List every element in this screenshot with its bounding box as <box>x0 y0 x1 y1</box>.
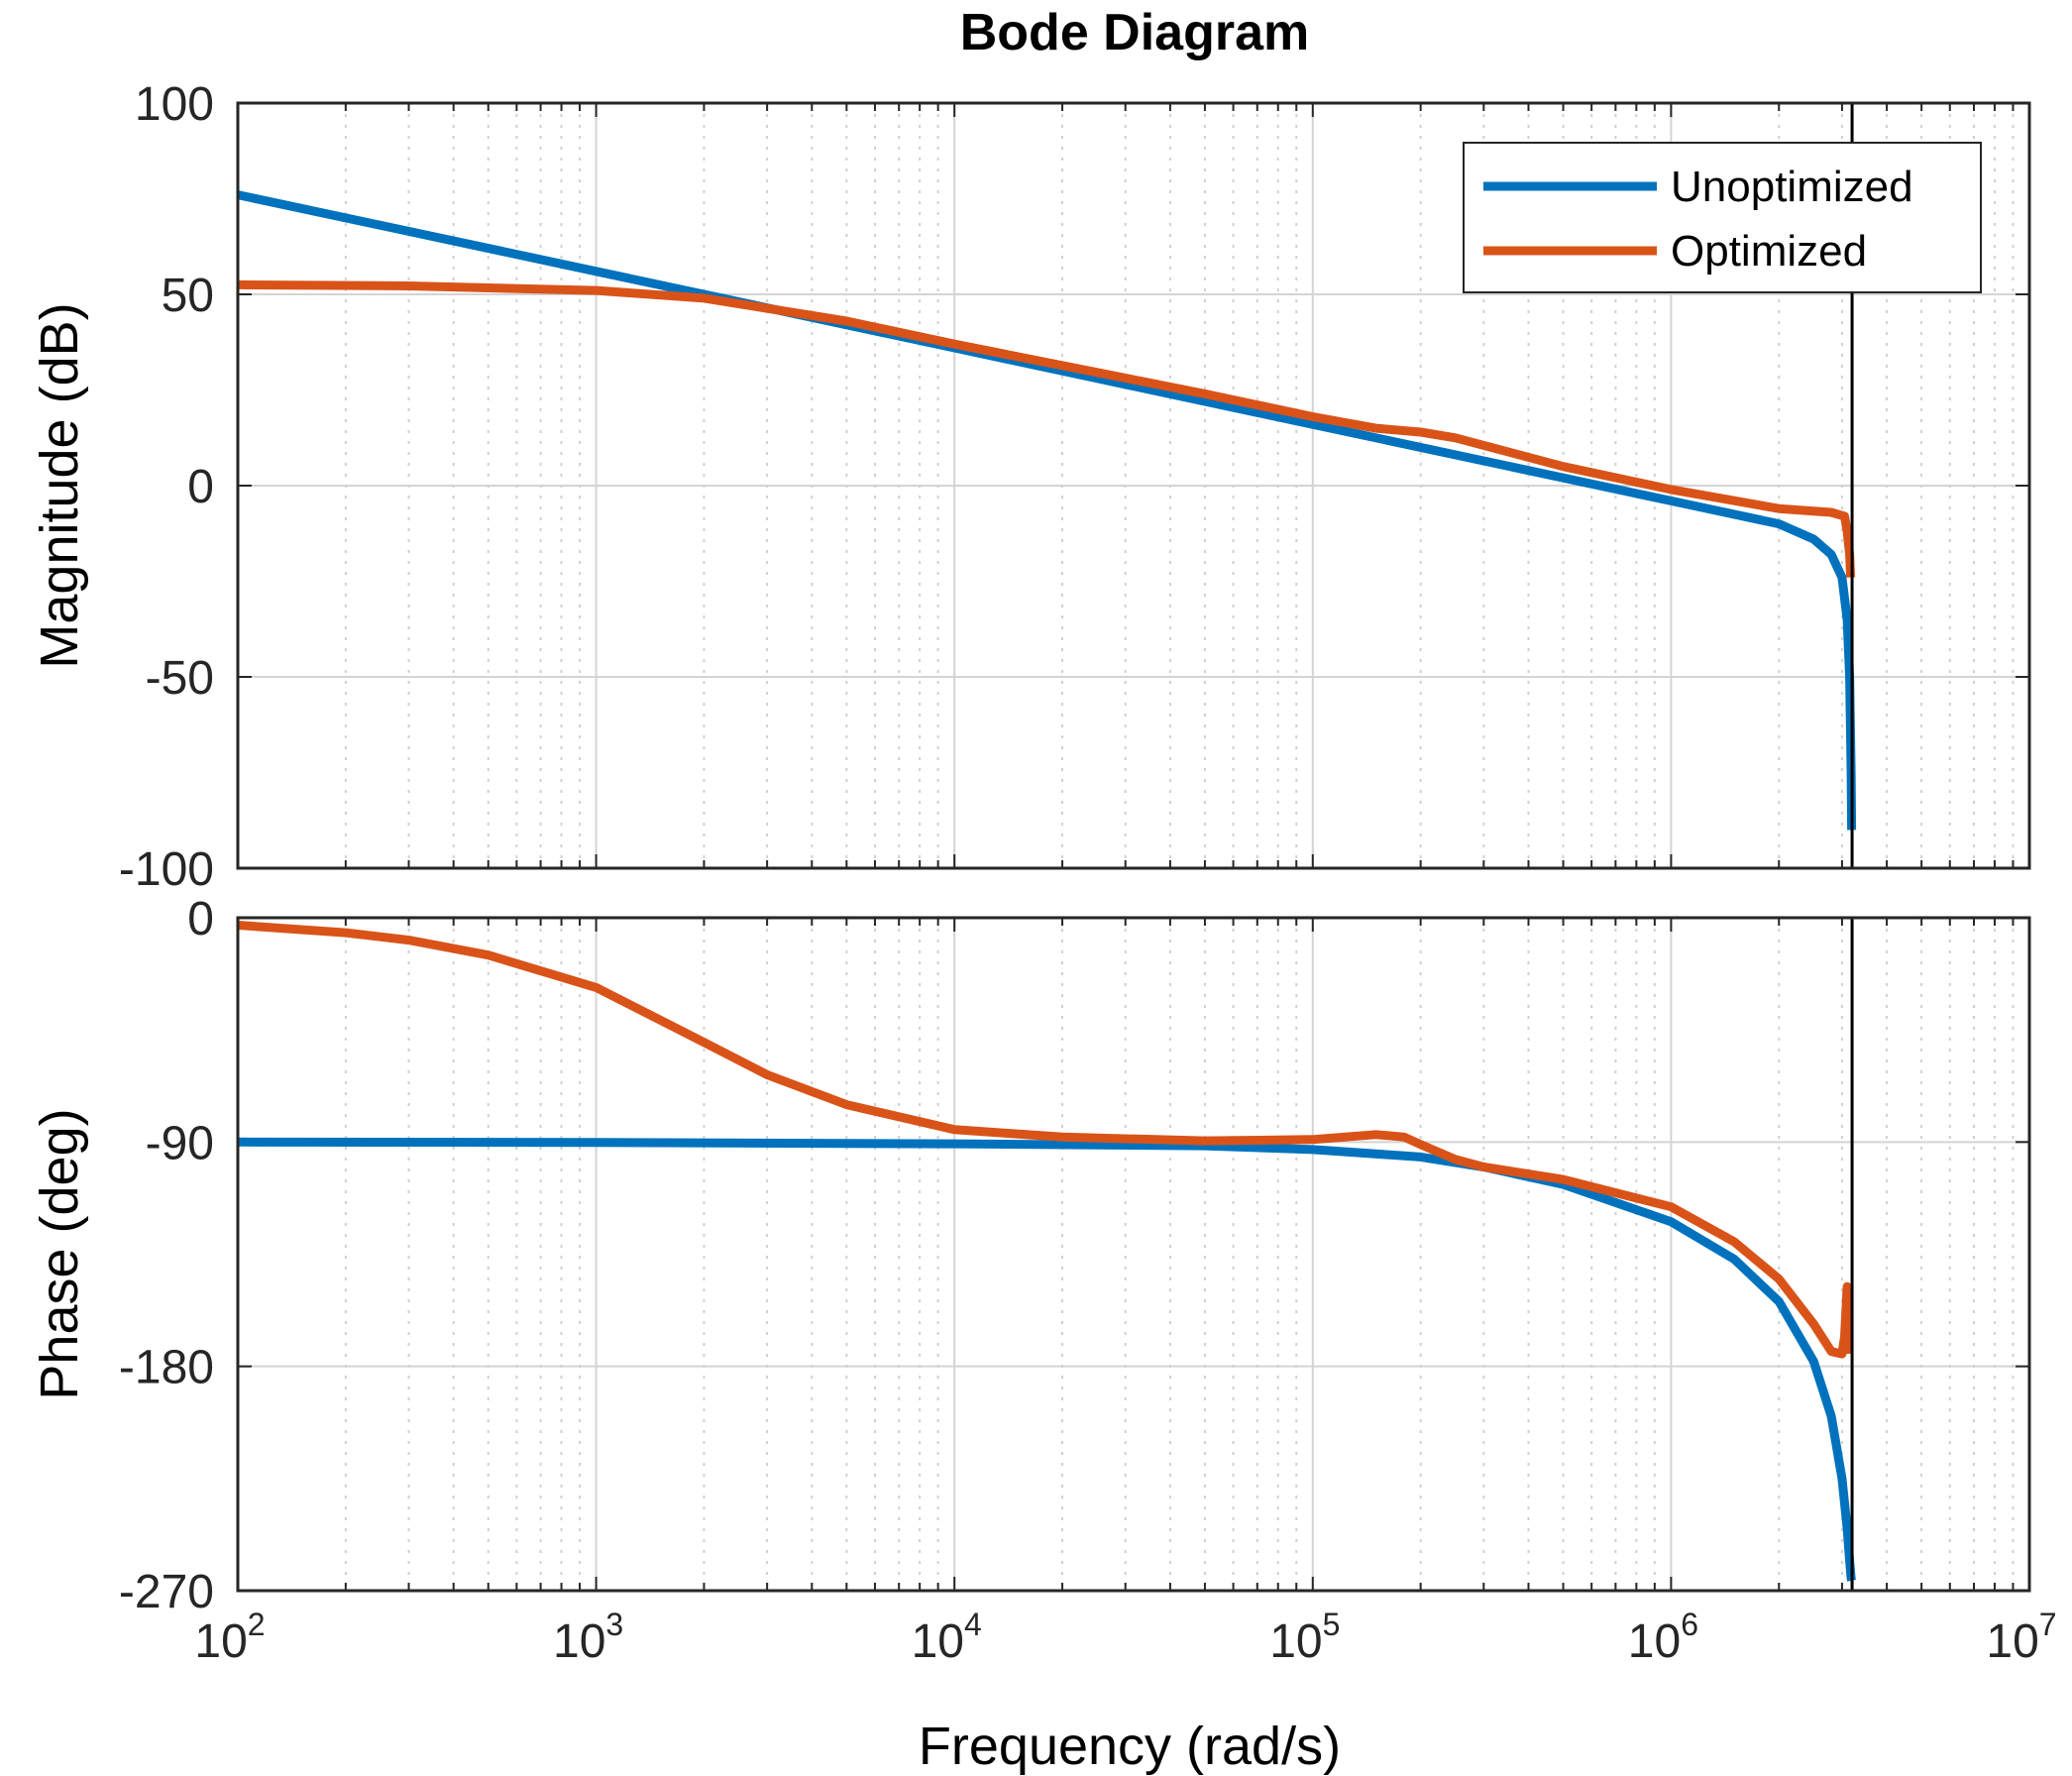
legend: Unoptimized Optimized <box>1463 142 1982 293</box>
y-tick-label: -50 <box>146 652 214 705</box>
phase-curves <box>237 921 1857 1583</box>
x-tick-label-exponent: 5 <box>1323 1607 1341 1642</box>
x-tick-label-base: 10 <box>194 1615 247 1668</box>
phase-axes: 0 -90 -180 -270 <box>119 893 2031 1618</box>
series-line-optimized <box>237 921 1853 1359</box>
legend-label-optimized: Optimized <box>1671 227 1867 276</box>
x-tick-label-exponent: 7 <box>2039 1607 2057 1642</box>
y-tick-label: -270 <box>119 1566 214 1618</box>
phase-axes-box <box>236 916 2031 1593</box>
x-tick-labels: 102 103 104 105 106 107 <box>194 1607 2056 1668</box>
y-tick-label: 0 <box>187 461 214 513</box>
x-tick-label: 104 <box>912 1607 982 1668</box>
x-tick-label: 105 <box>1269 1607 1340 1668</box>
y-tick-label: 0 <box>187 893 214 945</box>
x-tick-label-base: 10 <box>1986 1615 2038 1668</box>
x-tick-label: 102 <box>194 1607 265 1668</box>
magnitude-axes-box <box>236 101 2031 870</box>
x-tick-label-exponent: 2 <box>248 1607 266 1642</box>
x-tick-label-base: 10 <box>553 1615 605 1668</box>
phase-y-axis-label: Phase (deg) <box>30 1108 89 1399</box>
phase-y-ticks: 0 -90 -180 -270 <box>119 893 2029 1618</box>
magnitude-y-ticks: 100 50 0 -50 -100 <box>119 78 2029 896</box>
y-tick-label: -100 <box>119 843 214 896</box>
x-tick-label: 103 <box>553 1607 623 1668</box>
x-tick-label-base: 10 <box>1628 1615 1681 1668</box>
x-tick-label-exponent: 3 <box>605 1607 623 1642</box>
phase-grid <box>238 918 2029 1591</box>
x-tick-label-base: 10 <box>1269 1615 1322 1668</box>
series-line-optimized <box>237 279 1856 578</box>
legend-label-unoptimized: Unoptimized <box>1671 163 1913 211</box>
series-line-unoptimized <box>237 1137 1857 1583</box>
legend-box <box>1463 142 1982 293</box>
chart-title: Bode Diagram <box>960 4 1310 61</box>
magnitude-axes: 100 50 0 -50 -100 <box>119 78 2031 896</box>
magnitude-y-axis-label: Magnitude (dB) <box>30 302 89 668</box>
x-tick-label-exponent: 6 <box>1681 1607 1698 1642</box>
magnitude-curves <box>237 190 1857 831</box>
x-tick-label-exponent: 4 <box>964 1607 982 1642</box>
x-tick-label: 107 <box>1986 1607 2056 1668</box>
y-tick-label: 50 <box>162 270 214 322</box>
x-tick-label: 106 <box>1628 1607 1698 1668</box>
x-tick-label-base: 10 <box>912 1615 964 1668</box>
y-tick-label: -90 <box>146 1117 214 1169</box>
y-tick-label: 100 <box>135 78 214 131</box>
y-tick-label: -180 <box>119 1342 214 1394</box>
x-axis-label: Frequency (rad/s) <box>919 1717 1341 1776</box>
